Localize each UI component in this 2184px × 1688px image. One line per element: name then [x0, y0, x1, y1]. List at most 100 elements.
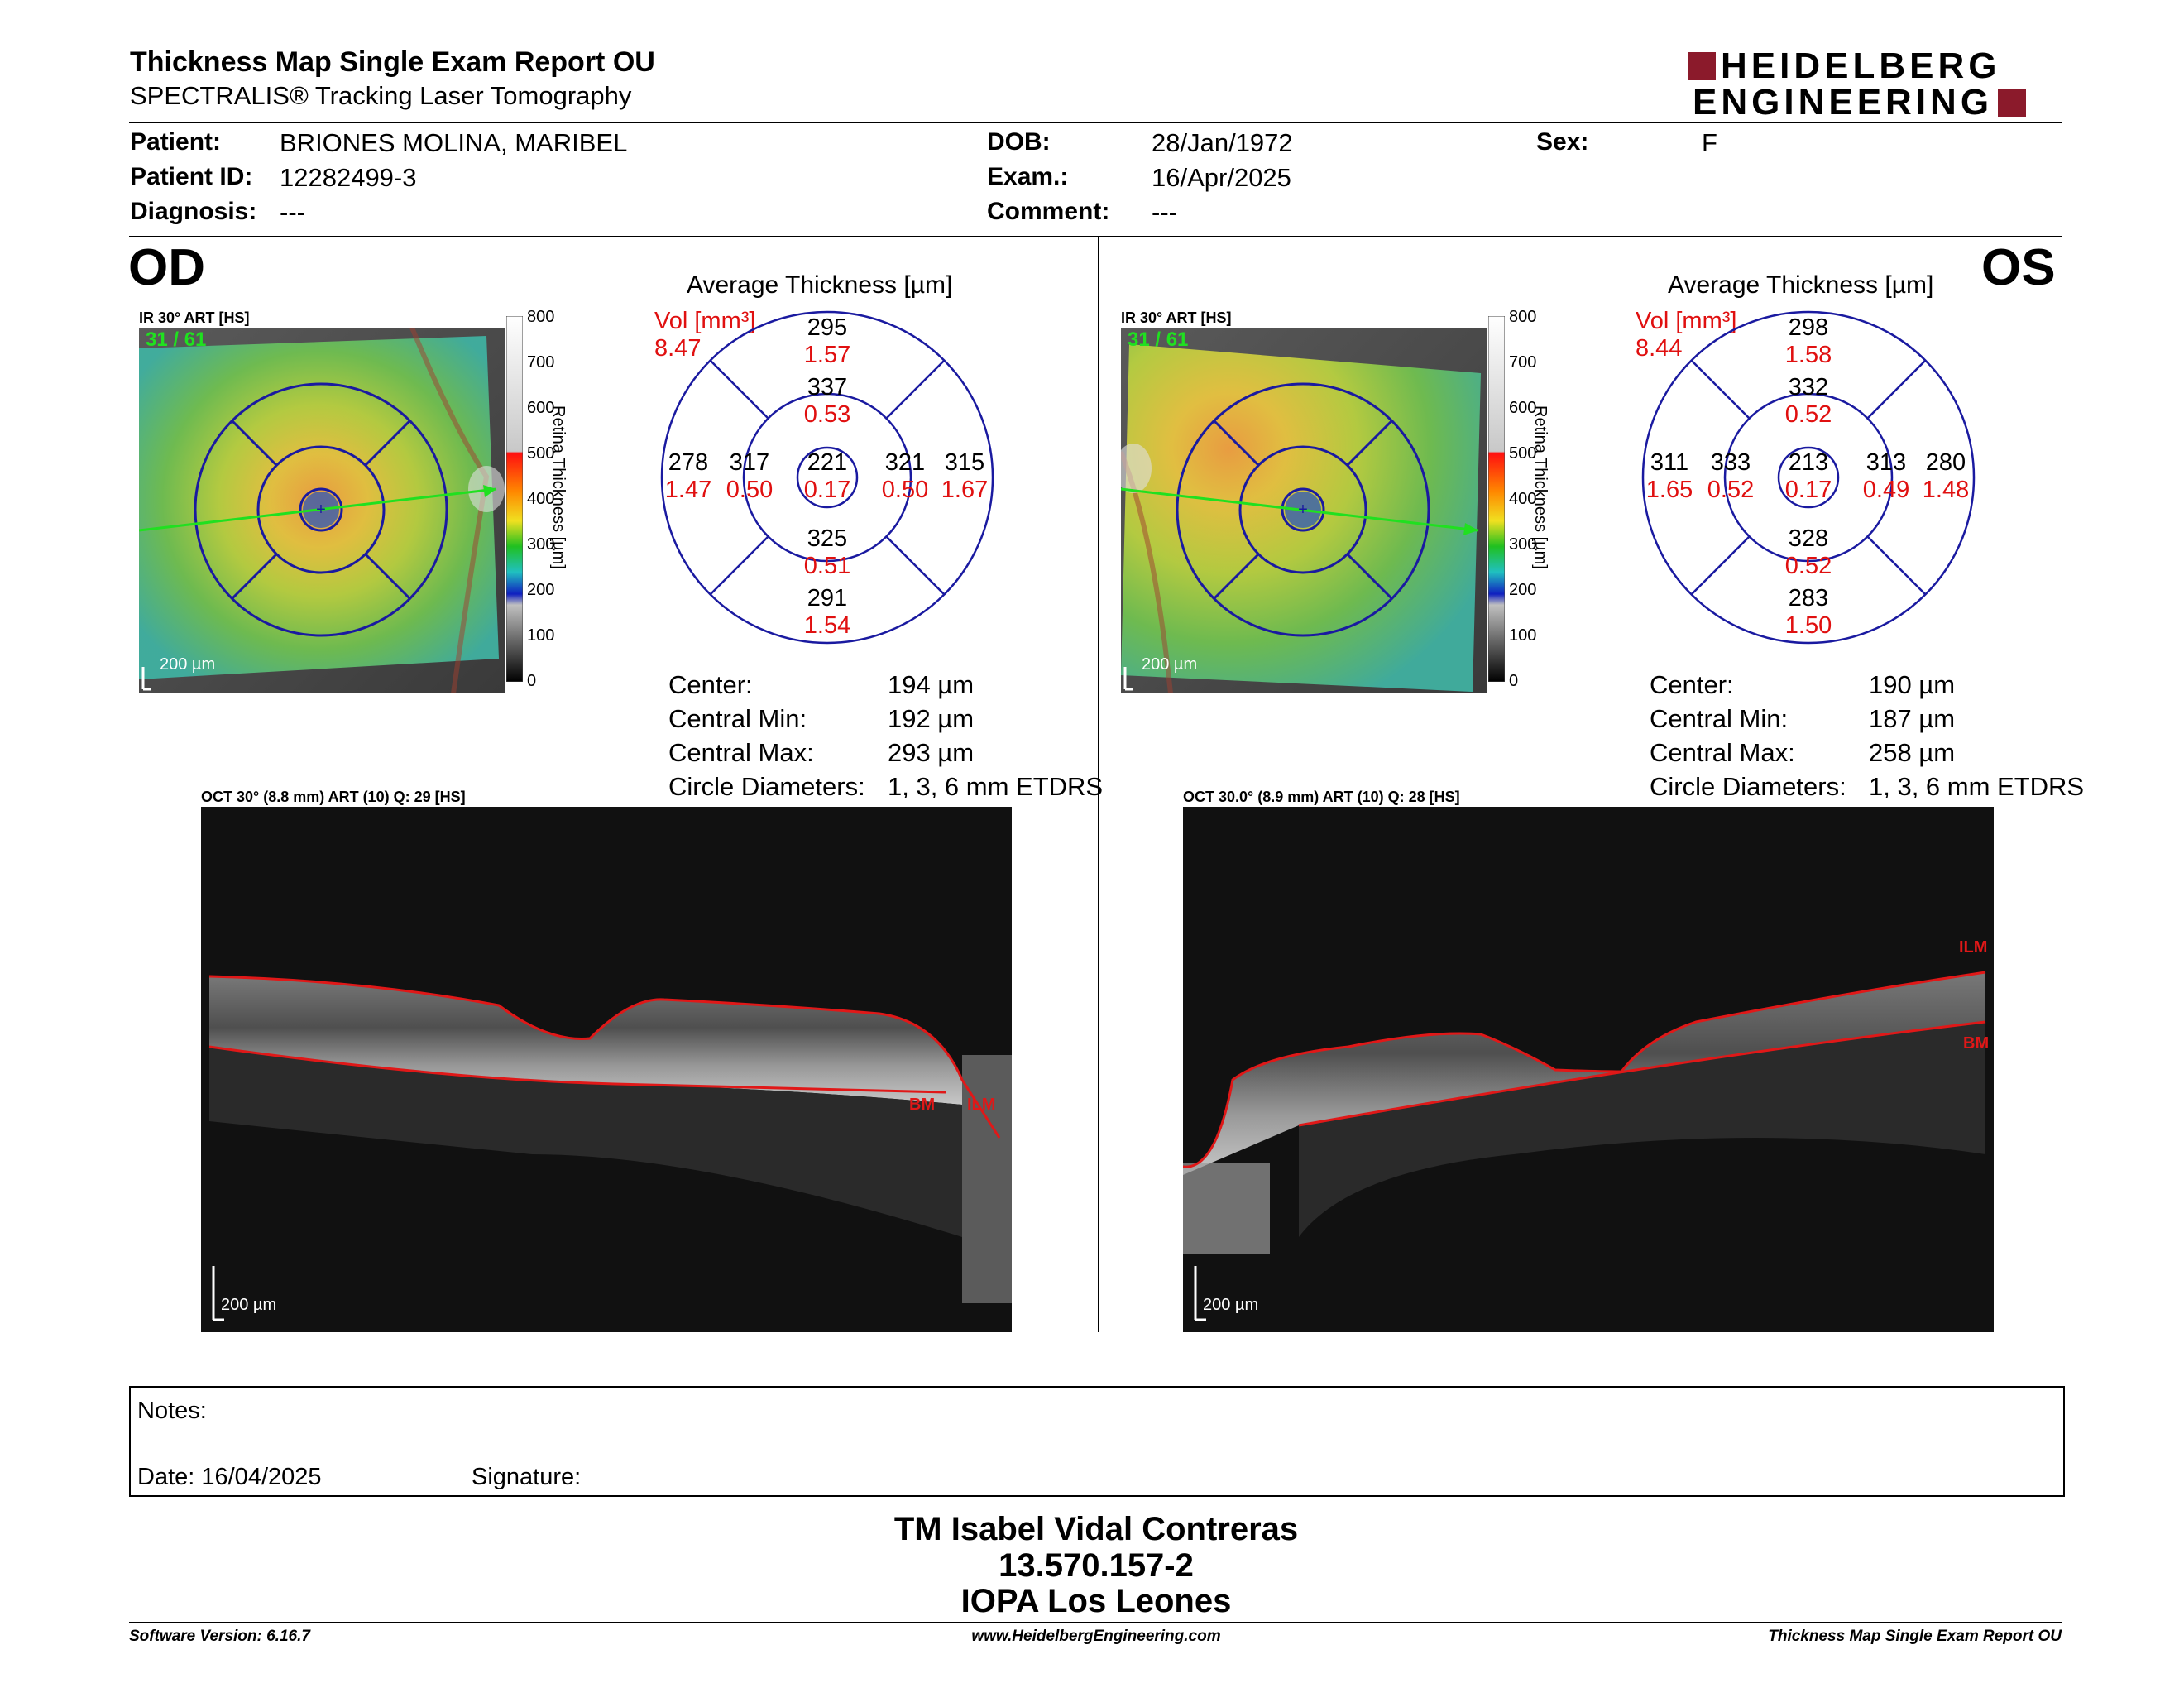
os-central-min-label: Central Min: — [1650, 704, 1789, 733]
signatory-institution: IOPA Los Leones — [960, 1583, 1232, 1619]
os-oct-caption: OCT 30.0° (8.9 mm) ART (10) Q: 28 [HS] — [1183, 789, 1460, 805]
tick-0: 0 — [527, 672, 537, 690]
sex-value: F — [1702, 128, 1717, 157]
os-center-value: 190 µm — [1869, 670, 1956, 699]
od-outer-sup-thickness: 295 — [807, 314, 848, 341]
od-inner-inf-vol: 0.51 — [803, 553, 851, 579]
os-colorbar-axis-label: Retina Thickness [µm] — [1531, 405, 1549, 569]
os-central-max-value: 258 µm — [1869, 738, 1956, 767]
od-central-max-label: Central Max: — [668, 738, 814, 767]
notes-label: Notes: — [137, 1398, 207, 1424]
os-colorbar-ticks: 800 700 600 500 400 300 200 100 0 — [1509, 308, 1559, 690]
comment-label: Comment: — [987, 198, 1110, 225]
info-divider — [129, 236, 2062, 237]
os-outer-left-vol: 1.65 — [1645, 477, 1693, 503]
tick-300: 300 — [527, 535, 555, 554]
os-inner-left-thickness: 333 — [1710, 449, 1751, 476]
od-frame-counter: 31 / 61 — [146, 328, 207, 351]
os-ir-thickness-map: + — [1121, 328, 1487, 693]
od-bm-label: BM — [909, 1096, 936, 1114]
od-inner-right-thickness: 321 — [884, 449, 926, 476]
od-central-max-value: 293 µm — [888, 738, 975, 767]
exam-value: 16/Apr/2025 — [1152, 163, 1291, 192]
comment-value: --- — [1152, 198, 1177, 227]
os-oct-bscan — [1183, 807, 1994, 1332]
od-inner-left-vol: 0.50 — [726, 477, 774, 503]
od-colorbar-axis-label: Retina Thickness [µm] — [549, 405, 568, 569]
footer-version: Software Version: 6.16.7 — [129, 1628, 310, 1645]
os-oct-scale: 200 µm — [1203, 1296, 1259, 1314]
od-thickness-colorbar — [506, 316, 523, 682]
os-inner-inf-vol: 0.52 — [1784, 553, 1832, 579]
od-ir-scale: 200 µm — [160, 655, 216, 674]
os-ir-scale: 200 µm — [1142, 655, 1198, 674]
os-vol-label: Vol [mm³] — [1636, 308, 1737, 334]
report-subtitle: SPECTRALIS® Tracking Laser Tomography — [130, 81, 632, 110]
tick-100: 100 — [527, 626, 555, 645]
tick-400: 400 — [527, 490, 555, 508]
os-inner-inf-thickness: 328 — [1788, 525, 1829, 552]
od-etdrs-grid — [660, 310, 994, 645]
od-colorbar-ticks: 800 700 600 500 400 300 200 100 0 — [527, 308, 577, 690]
tick-400: 400 — [1509, 490, 1537, 508]
patient-name: BRIONES MOLINA, MARIBEL — [280, 128, 628, 157]
os-inner-right-thickness: 313 — [1866, 449, 1907, 476]
notes-signature-label: Signature: — [472, 1464, 582, 1490]
od-center-value: 194 µm — [888, 670, 975, 699]
sex-label: Sex: — [1536, 128, 1589, 156]
tick-700: 700 — [1509, 353, 1537, 372]
footer-divider — [129, 1622, 2062, 1623]
od-center-thickness: 221 — [807, 449, 848, 476]
dob-value: 28/Jan/1972 — [1152, 128, 1293, 157]
os-outer-sup-thickness: 298 — [1788, 314, 1829, 341]
od-outer-inf-thickness: 291 — [807, 585, 848, 611]
os-etdrs-values: 298 1.58 332 0.52 213 0.17 328 0.52 283 1.50 … — [1641, 310, 1976, 645]
od-inner-sup-vol: 0.53 — [803, 401, 851, 428]
od-central-min-label: Central Min: — [668, 704, 807, 733]
os-center-thickness: 213 — [1788, 449, 1829, 476]
notes-date: Date: 16/04/2025 — [137, 1464, 322, 1490]
od-center-vol: 0.17 — [803, 477, 851, 503]
patient-id-label: Patient ID: — [130, 163, 253, 190]
tick-600: 600 — [1509, 399, 1537, 417]
dob-label: DOB: — [987, 128, 1051, 156]
eye-divider — [1098, 237, 1099, 1332]
od-vol-label: Vol [mm³] — [654, 308, 756, 334]
os-central-max-label: Central Max: — [1650, 738, 1795, 767]
tick-0: 0 — [1509, 672, 1519, 690]
tick-500: 500 — [527, 444, 555, 463]
os-inner-right-vol: 0.49 — [1862, 477, 1910, 503]
od-ir-thickness-map: + — [139, 328, 505, 693]
os-inner-left-vol: 0.52 — [1707, 477, 1755, 503]
os-outer-inf-vol: 1.50 — [1784, 612, 1832, 639]
footer-report-name: Thickness Map Single Exam Report OU — [1768, 1628, 2062, 1645]
os-etdrs-grid — [1641, 310, 1976, 645]
od-vol-total: 8.47 — [654, 335, 702, 362]
os-central-min-value: 187 µm — [1869, 704, 1956, 733]
od-central-min-value: 192 µm — [888, 704, 975, 733]
od-outer-sup-vol: 1.57 — [803, 342, 851, 368]
tick-700: 700 — [527, 353, 555, 372]
tick-500: 500 — [1509, 444, 1537, 463]
os-thickness-colorbar — [1488, 316, 1505, 682]
tick-200: 200 — [1509, 581, 1537, 599]
footer-website[interactable]: www.HeidelbergEngineering.com — [971, 1628, 1221, 1645]
os-ir-caption: IR 30° ART [HS] — [1121, 309, 1232, 326]
od-outer-inf-vol: 1.54 — [803, 612, 851, 639]
os-circle-diam-label: Circle Diameters: — [1650, 772, 1846, 801]
os-outer-inf-thickness: 283 — [1788, 585, 1829, 611]
svg-text:+: + — [1298, 501, 1308, 519]
os-ilm-label: ILM — [1959, 938, 1988, 957]
os-outer-right-vol: 1.48 — [1922, 477, 1970, 503]
od-inner-inf-thickness: 325 — [807, 525, 848, 552]
os-vol-total: 8.44 — [1636, 335, 1683, 362]
od-oct-caption: OCT 30° (8.8 mm) ART (10) Q: 29 [HS] — [201, 789, 466, 805]
os-avg-title: Average Thickness [µm] — [1668, 271, 1934, 299]
diagnosis-value: --- — [280, 198, 305, 227]
patient-id: 12282499-3 — [280, 163, 417, 192]
tick-800: 800 — [1509, 308, 1537, 326]
os-center-vol: 0.17 — [1784, 477, 1832, 503]
tick-800: 800 — [527, 308, 555, 326]
tick-200: 200 — [527, 581, 555, 599]
svg-text:+: + — [316, 501, 326, 519]
